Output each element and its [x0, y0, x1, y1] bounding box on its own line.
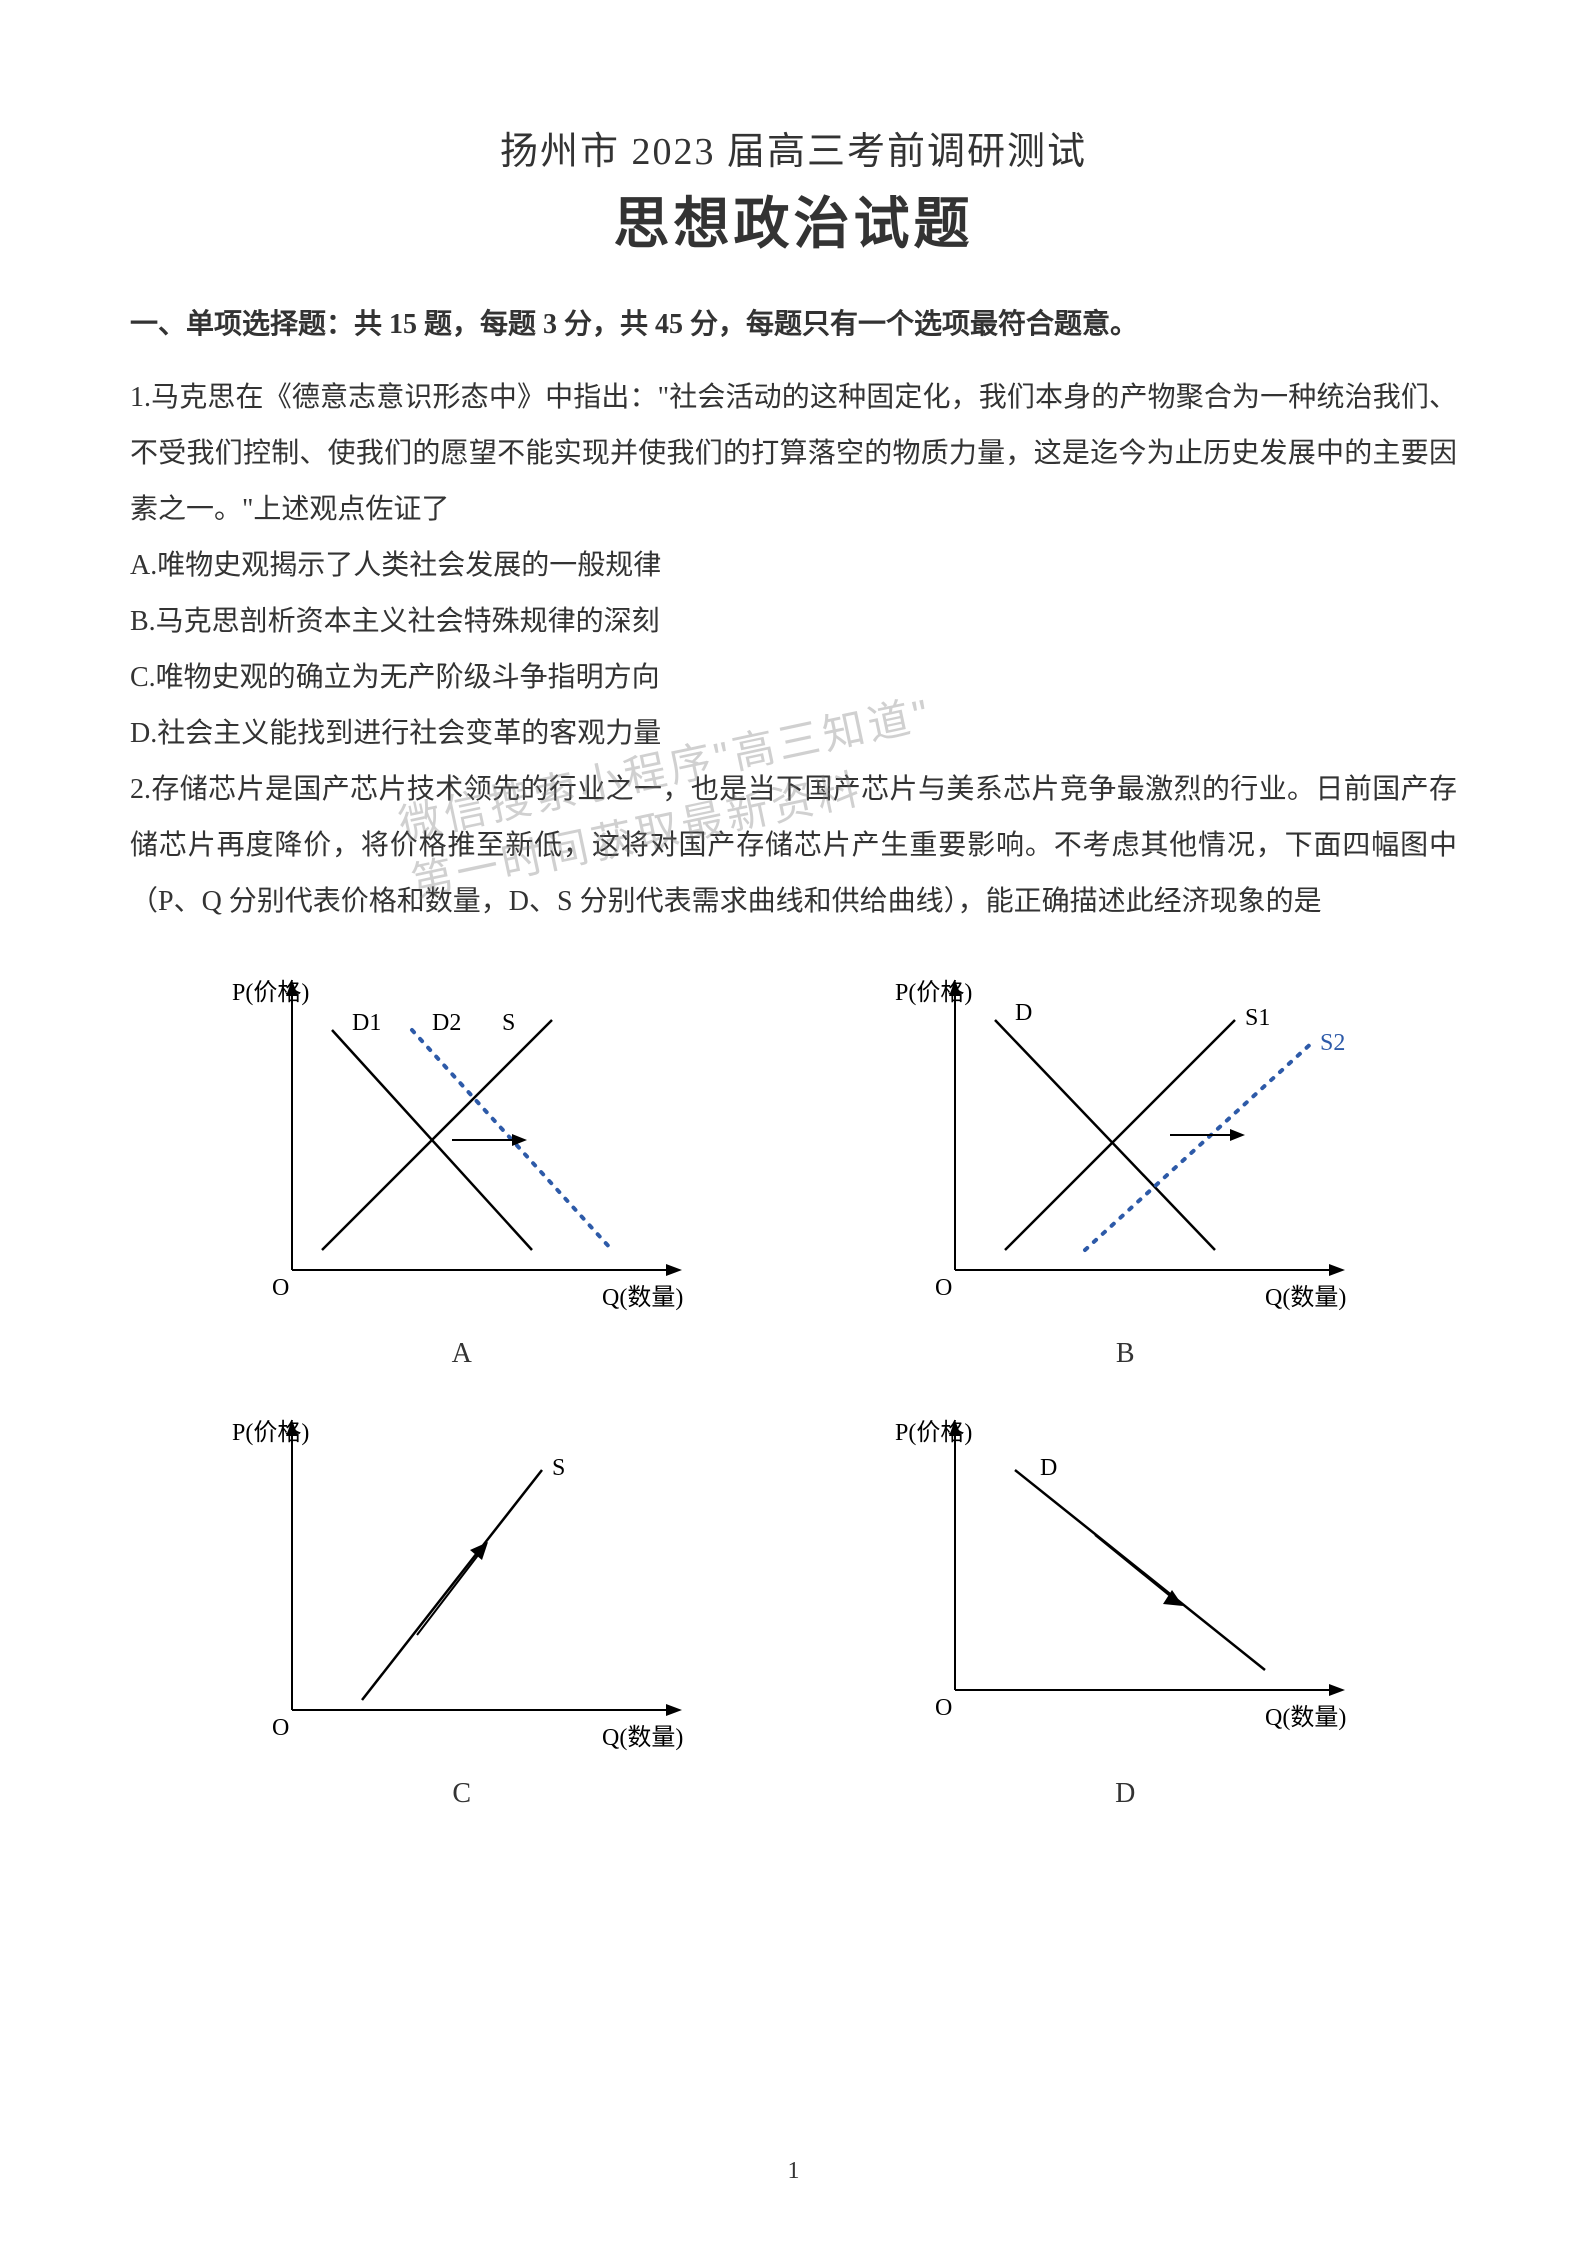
chart-b-origin: O	[935, 1275, 952, 1301]
chart-b-d: D	[1015, 1000, 1032, 1026]
chart-b-cell: P(价格) Q(数量) O D S1 S2 B	[865, 950, 1385, 1370]
chart-b-xlabel: Q(数量)	[1265, 1284, 1346, 1311]
chart-d-origin: O	[935, 1695, 952, 1721]
chart-a-ylabel: P(价格)	[232, 979, 309, 1006]
q1-stem: 1.马克思在《德意志意识形态中》中指出："社会活动的这种固定化，我们本身的产物聚…	[130, 370, 1457, 538]
q1-option-c: C.唯物史观的确立为无产阶级斗争指明方向	[130, 650, 1457, 706]
chart-c-ylabel: P(价格)	[232, 1419, 309, 1446]
page-number: 1	[0, 2158, 1587, 2185]
chart-a-s: S	[502, 1010, 515, 1036]
page-pretitle: 扬州市 2023 届高三考前调研测试	[130, 120, 1457, 175]
chart-b-s1: S1	[1245, 1005, 1270, 1031]
chart-a-label: A	[452, 1338, 472, 1370]
chart-c-origin: O	[272, 1715, 289, 1741]
chart-c-svg: P(价格) Q(数量) O S	[202, 1390, 722, 1770]
chart-d-cell: P(价格) Q(数量) O D D	[865, 1390, 1385, 1810]
chart-row-2: P(价格) Q(数量) O S C P(价格) Q(数量) O	[130, 1390, 1457, 1810]
chart-d-ylabel: P(价格)	[895, 1419, 972, 1446]
chart-a-origin: O	[272, 1275, 289, 1301]
chart-a-xlabel: Q(数量)	[602, 1284, 683, 1311]
chart-c-label: C	[452, 1778, 471, 1810]
q1-option-d: D.社会主义能找到进行社会变革的客观力量	[130, 706, 1457, 762]
chart-d-label: D	[1115, 1778, 1135, 1810]
chart-b-ylabel: P(价格)	[895, 979, 972, 1006]
chart-row-1: P(价格) Q(数量) O D1 D2 S A	[130, 950, 1457, 1370]
chart-a-d2: D2	[432, 1010, 461, 1036]
chart-a-svg: P(价格) Q(数量) O D1 D2 S	[202, 950, 722, 1330]
chart-c-xlabel: Q(数量)	[602, 1724, 683, 1751]
page-title: 思想政治试题	[130, 179, 1457, 260]
chart-d-xlabel: Q(数量)	[1265, 1704, 1346, 1731]
chart-b-s2: S2	[1320, 1030, 1345, 1056]
chart-b-label: B	[1116, 1338, 1135, 1370]
q1-option-a: A.唯物史观揭示了人类社会发展的一般规律	[130, 538, 1457, 594]
q2-stem: 2.存储芯片是国产芯片技术领先的行业之一，也是当下国产芯片与美系芯片竞争最激烈的…	[130, 762, 1457, 930]
exam-page: 扬州市 2023 届高三考前调研测试 思想政治试题 一、单项选择题：共 15 题…	[0, 0, 1587, 2245]
chart-c-s: S	[552, 1455, 565, 1481]
chart-a-d1: D1	[352, 1010, 381, 1036]
chart-d-d: D	[1040, 1455, 1057, 1481]
q1-option-b: B.马克思剖析资本主义社会特殊规律的深刻	[130, 594, 1457, 650]
chart-b-svg: P(价格) Q(数量) O D S1 S2	[865, 950, 1385, 1330]
section-header: 一、单项选择题：共 15 题，每题 3 分，共 45 分，每题只有一个选项最符合…	[130, 300, 1457, 350]
chart-c-cell: P(价格) Q(数量) O S C	[202, 1390, 722, 1810]
chart-a-cell: P(价格) Q(数量) O D1 D2 S A	[202, 950, 722, 1370]
chart-d-svg: P(价格) Q(数量) O D	[865, 1390, 1385, 1770]
